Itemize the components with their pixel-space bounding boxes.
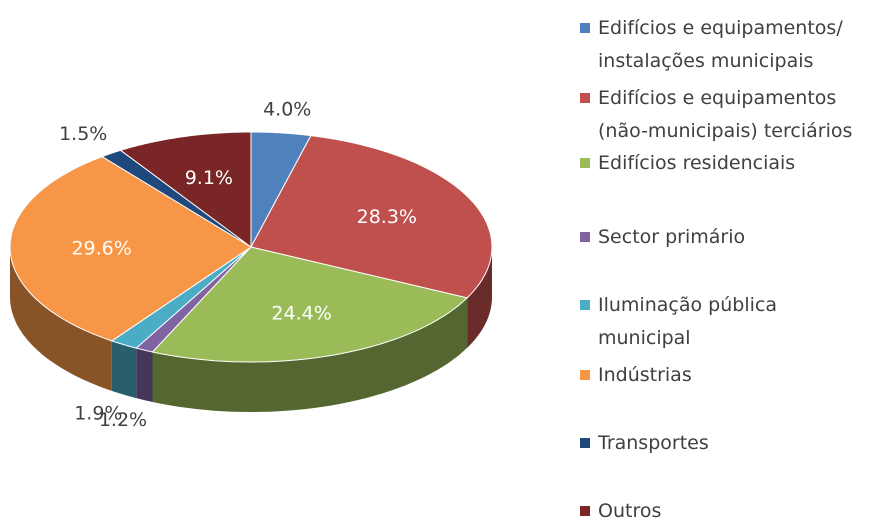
legend-entry: Edifícios residenciais — [580, 147, 795, 180]
legend-swatch — [580, 506, 590, 516]
legend-entry: Outros — [580, 495, 661, 519]
legend-label: Transportes — [598, 432, 709, 454]
legend-label: Edifícios e equipamentos (não-municipais… — [598, 87, 853, 142]
data-label: 9.1% — [185, 167, 233, 189]
legend-entry: Iluminação pública municipal — [580, 289, 777, 355]
pie-slice — [119, 131, 252, 248]
pie-slice — [151, 246, 469, 363]
legend-label: Outros — [598, 500, 662, 519]
data-label: 1.2% — [99, 409, 147, 431]
pie-slice — [250, 135, 493, 299]
legend-entry: Sector primário — [580, 221, 745, 254]
data-label: 1.9% — [74, 403, 122, 425]
legend-label: Indústrias — [598, 364, 692, 386]
pie-side — [136, 348, 153, 402]
legend-entry: Transportes — [580, 427, 709, 460]
pie-slice — [101, 149, 252, 248]
data-label: 1.5% — [59, 123, 107, 145]
data-label: 4.0% — [263, 99, 311, 121]
data-label: 28.3% — [357, 206, 417, 228]
legend-swatch — [580, 300, 590, 310]
legend-swatch — [580, 93, 590, 103]
pie-side — [467, 247, 492, 348]
pie-slice — [110, 246, 252, 349]
legend-entry: Indústrias — [580, 359, 692, 392]
legend-swatch — [580, 232, 590, 242]
legend-swatch — [580, 370, 590, 380]
pie-side — [152, 297, 468, 412]
pie-side — [10, 247, 112, 391]
pie-side — [111, 340, 137, 399]
legend-swatch — [580, 23, 590, 33]
legend-swatch — [580, 158, 590, 168]
legend-entry: Edifícios e equipamentos (não-municipais… — [580, 82, 852, 148]
data-label: 29.6% — [71, 237, 131, 259]
legend-swatch — [580, 438, 590, 448]
data-label: 24.4% — [271, 303, 331, 325]
legend-label: Edifícios residenciais — [598, 152, 796, 174]
legend-label: Edifícios e equipamentos/ instalações mu… — [598, 17, 843, 72]
pie-slice — [9, 156, 252, 342]
legend-label: Iluminação pública municipal — [598, 294, 777, 349]
pie-slice — [135, 246, 252, 353]
legend-label: Sector primário — [598, 226, 746, 248]
legend-entry: Edifícios e equipamentos/ instalações mu… — [580, 12, 843, 78]
